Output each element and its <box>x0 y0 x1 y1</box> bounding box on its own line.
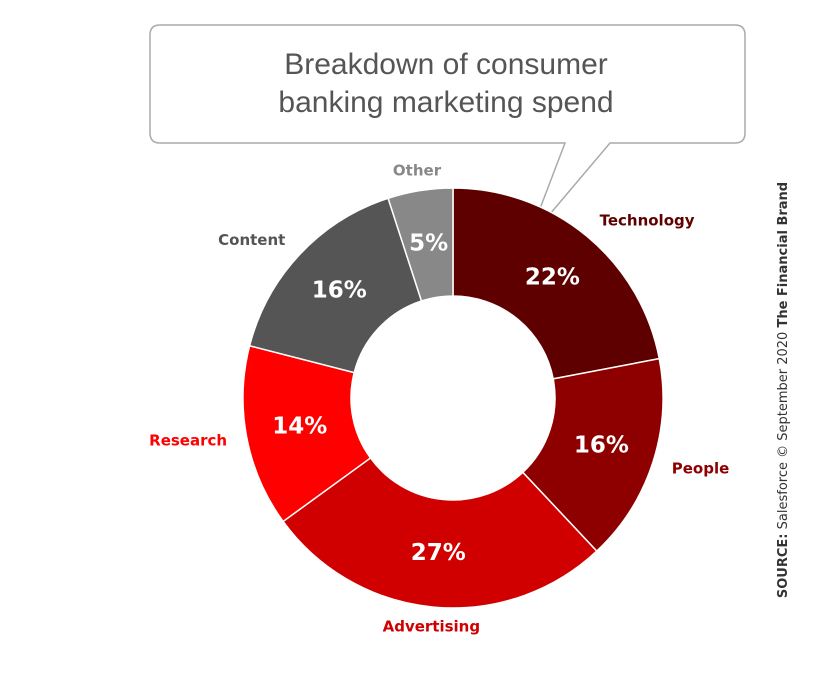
category-label: Research <box>149 432 227 450</box>
donut-slice <box>452 187 661 380</box>
donut-slice <box>387 187 454 302</box>
value-label: 5% <box>409 230 448 256</box>
category-label: People <box>672 460 730 478</box>
donut-slice <box>282 456 598 609</box>
source-note: SOURCE: Salesforce © September 2020 The … <box>776 182 791 598</box>
donut-slice <box>242 344 372 523</box>
source: Salesforce © September 2020 <box>776 332 791 530</box>
chart-title: Breakdown of consumer <box>284 48 608 81</box>
value-label: 16% <box>574 433 629 459</box>
value-label: 14% <box>272 414 327 440</box>
value-label: 22% <box>525 264 580 290</box>
source-label: SOURCE: <box>776 534 791 599</box>
callout-box <box>149 24 746 241</box>
value-label: 16% <box>312 278 367 304</box>
donut-slice <box>248 197 423 374</box>
chart-title: banking marketing spend <box>278 86 613 119</box>
source-text: SOURCE: Salesforce © September 2020 The … <box>776 182 791 598</box>
category-label: Technology <box>600 211 695 229</box>
category-label: Content <box>218 231 285 249</box>
donut-slice <box>521 357 664 553</box>
category-label: Other <box>393 161 442 179</box>
value-label: 27% <box>411 540 466 566</box>
category-label: Advertising <box>383 617 481 635</box>
brand: The Financial Brand <box>776 182 791 328</box>
